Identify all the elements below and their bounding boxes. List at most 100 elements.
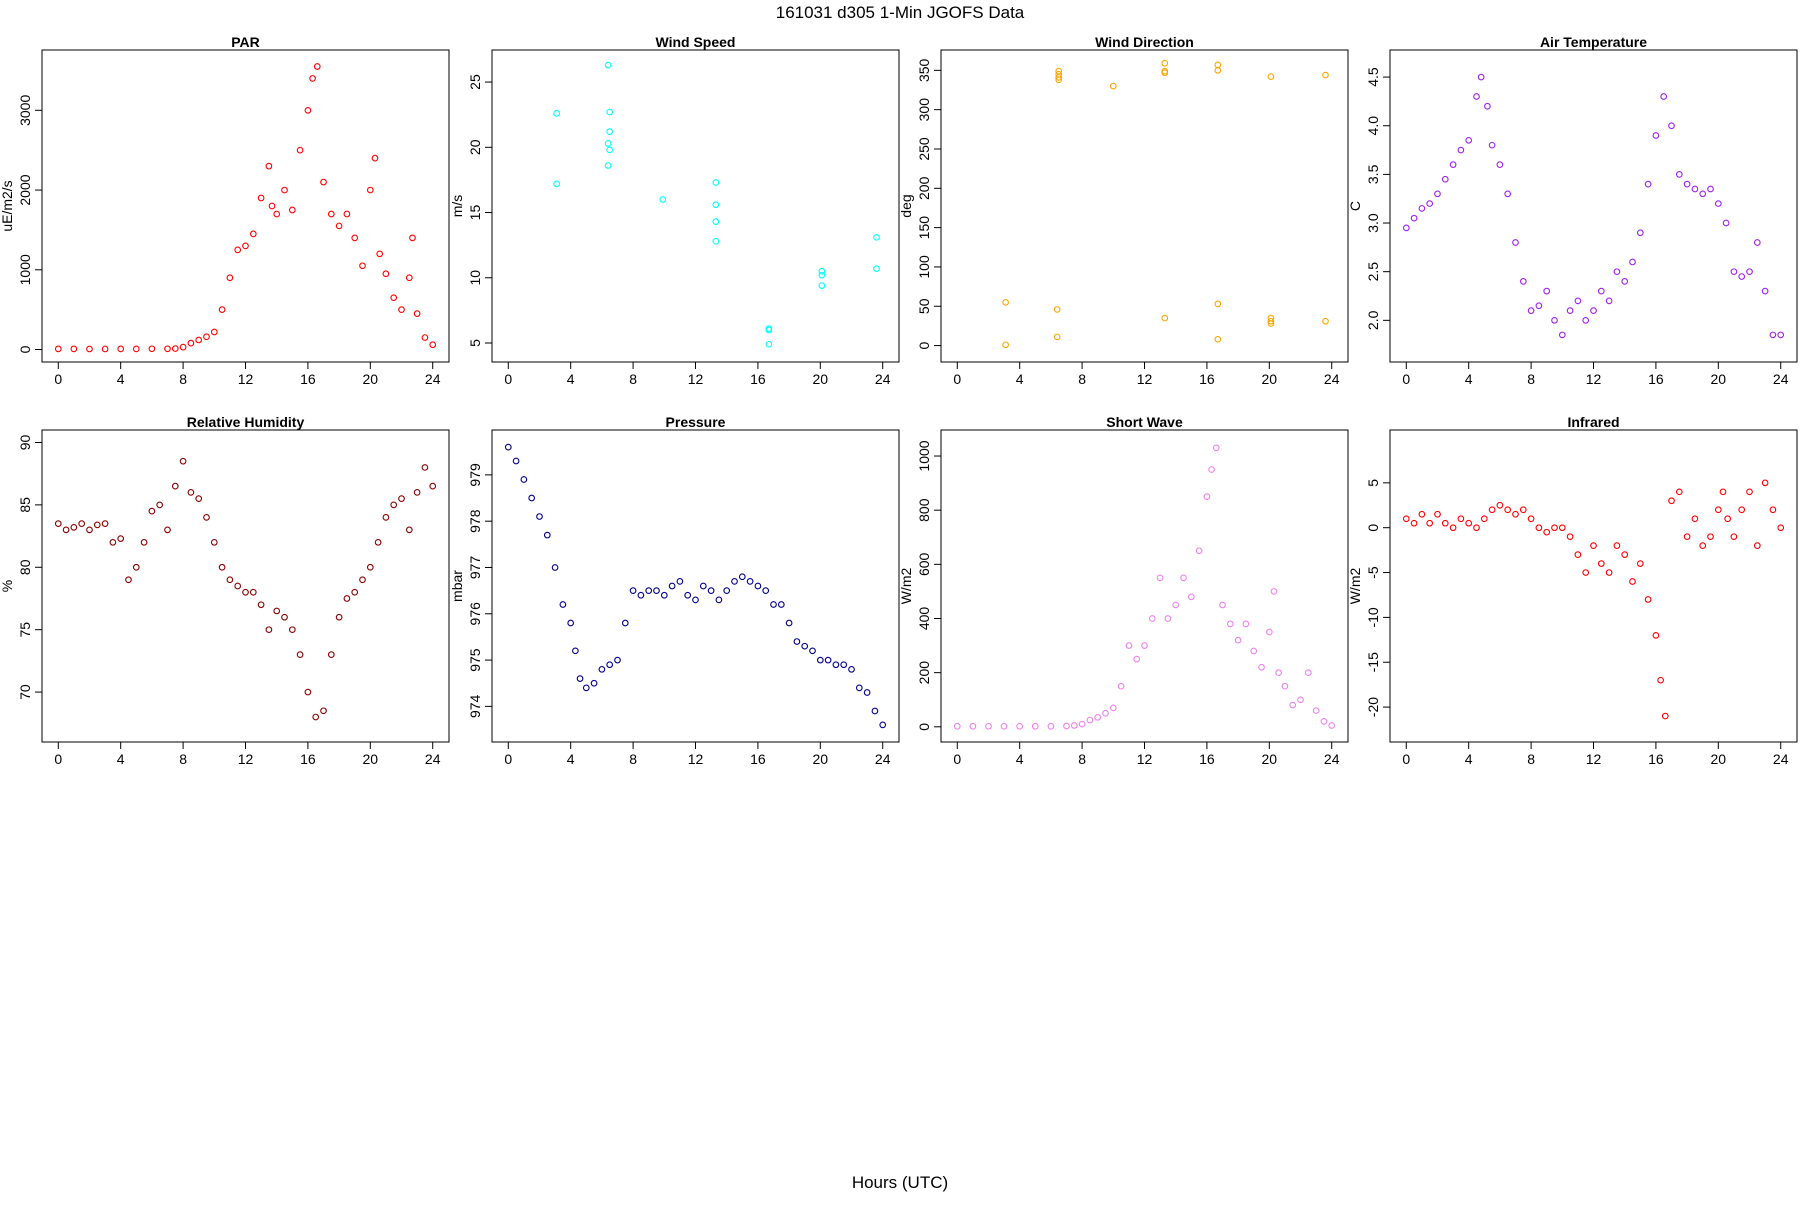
data-point (1242, 620, 1250, 628)
data-point (1730, 268, 1738, 276)
data-point (1746, 268, 1753, 276)
data-point (621, 619, 629, 627)
data-point (249, 230, 257, 238)
data-point (1402, 224, 1410, 232)
data-point (109, 538, 117, 546)
y-tick-label: 976 (467, 602, 483, 626)
data-point (1441, 175, 1449, 183)
y-tick-label: 150 (916, 216, 932, 240)
data-point (676, 578, 684, 585)
plot-frame (1389, 49, 1798, 363)
data-point (195, 336, 203, 344)
x-tick-label: 8 (629, 371, 637, 387)
x-tick-label: 0 (953, 751, 961, 767)
data-point (1187, 593, 1195, 601)
data-point (746, 578, 754, 585)
data-point (1582, 316, 1590, 324)
x-tick-label: 16 (1199, 371, 1215, 387)
data-series (953, 444, 1336, 730)
x-tick-label: 4 (117, 371, 125, 387)
data-point (1226, 620, 1234, 628)
data-point (1109, 82, 1117, 90)
data-point (203, 514, 210, 521)
data-point (351, 234, 359, 242)
data-point (1496, 161, 1504, 168)
data-point (848, 665, 855, 673)
data-point (382, 270, 390, 278)
data-point (1281, 682, 1289, 690)
y-tick-label: 2.0 (1365, 310, 1381, 330)
data-point (304, 688, 312, 696)
data-point (1133, 655, 1141, 663)
panel-title: PAR (231, 34, 260, 50)
data-point (1488, 141, 1496, 149)
data-point (1597, 560, 1605, 567)
data-point (598, 665, 606, 673)
data-point (793, 638, 801, 645)
data-point (1410, 214, 1418, 222)
y-tick-label: 3.5 (1365, 164, 1381, 184)
data-point (343, 210, 351, 218)
data-point (1148, 615, 1156, 622)
data-point (1457, 515, 1465, 523)
data-point (218, 306, 226, 314)
data-point (1102, 709, 1109, 717)
data-point (1267, 73, 1275, 80)
data-point (1574, 551, 1582, 558)
x-tick-label: 4 (117, 751, 125, 767)
data-point (818, 267, 826, 275)
data-point (801, 642, 809, 650)
y-tick-label: 975 (467, 648, 483, 672)
data-point (1078, 720, 1086, 728)
data-point (409, 234, 416, 242)
y-axis-label: W/m2 (898, 568, 914, 605)
data-point (335, 613, 343, 621)
data-series (54, 457, 437, 721)
data-point (429, 341, 437, 349)
panel-title: Air Temperature (1540, 34, 1647, 50)
data-point (855, 684, 863, 692)
data-point (684, 591, 692, 599)
data-point (86, 526, 93, 534)
data-point (832, 661, 840, 669)
data-point (1566, 533, 1574, 541)
data-point (1769, 331, 1777, 339)
data-point (148, 507, 156, 515)
data-point (1214, 335, 1222, 343)
panel-title: Wind Speed (656, 34, 736, 50)
data-point (1675, 488, 1683, 496)
y-tick-label: 800 (916, 498, 932, 522)
y-tick-label: 350 (916, 58, 932, 82)
x-tick-label: 20 (813, 371, 829, 387)
y-axis-label: C (1347, 201, 1363, 211)
data-point (1457, 146, 1465, 154)
data-point (1434, 510, 1441, 518)
x-tick-label: 0 (504, 371, 512, 387)
x-tick-label: 12 (688, 371, 704, 387)
x-tick-label: 16 (1648, 751, 1664, 767)
y-tick-label: 4.0 (1365, 116, 1381, 136)
y-tick-label: 3.0 (1365, 213, 1381, 233)
x-tick-label: 20 (363, 751, 379, 767)
data-point (405, 526, 413, 534)
data-point (117, 345, 125, 353)
plot-frame (940, 429, 1349, 743)
data-point (840, 661, 848, 669)
x-tick-label: 12 (238, 751, 254, 767)
y-tick-label: 1000 (17, 254, 33, 285)
data-point (606, 108, 614, 116)
x-tick-label: 20 (1711, 371, 1727, 387)
data-point (210, 328, 218, 336)
y-tick-label: 977 (467, 556, 483, 580)
data-point (1402, 515, 1410, 523)
data-series (553, 61, 880, 348)
data-point (1000, 722, 1008, 730)
data-point (1558, 524, 1566, 532)
x-tick-label: 8 (629, 751, 637, 767)
data-point (1769, 506, 1777, 514)
data-point (1053, 306, 1061, 313)
y-tick-label: 974 (467, 694, 483, 718)
data-point (1473, 93, 1480, 100)
data-point (1535, 524, 1543, 532)
